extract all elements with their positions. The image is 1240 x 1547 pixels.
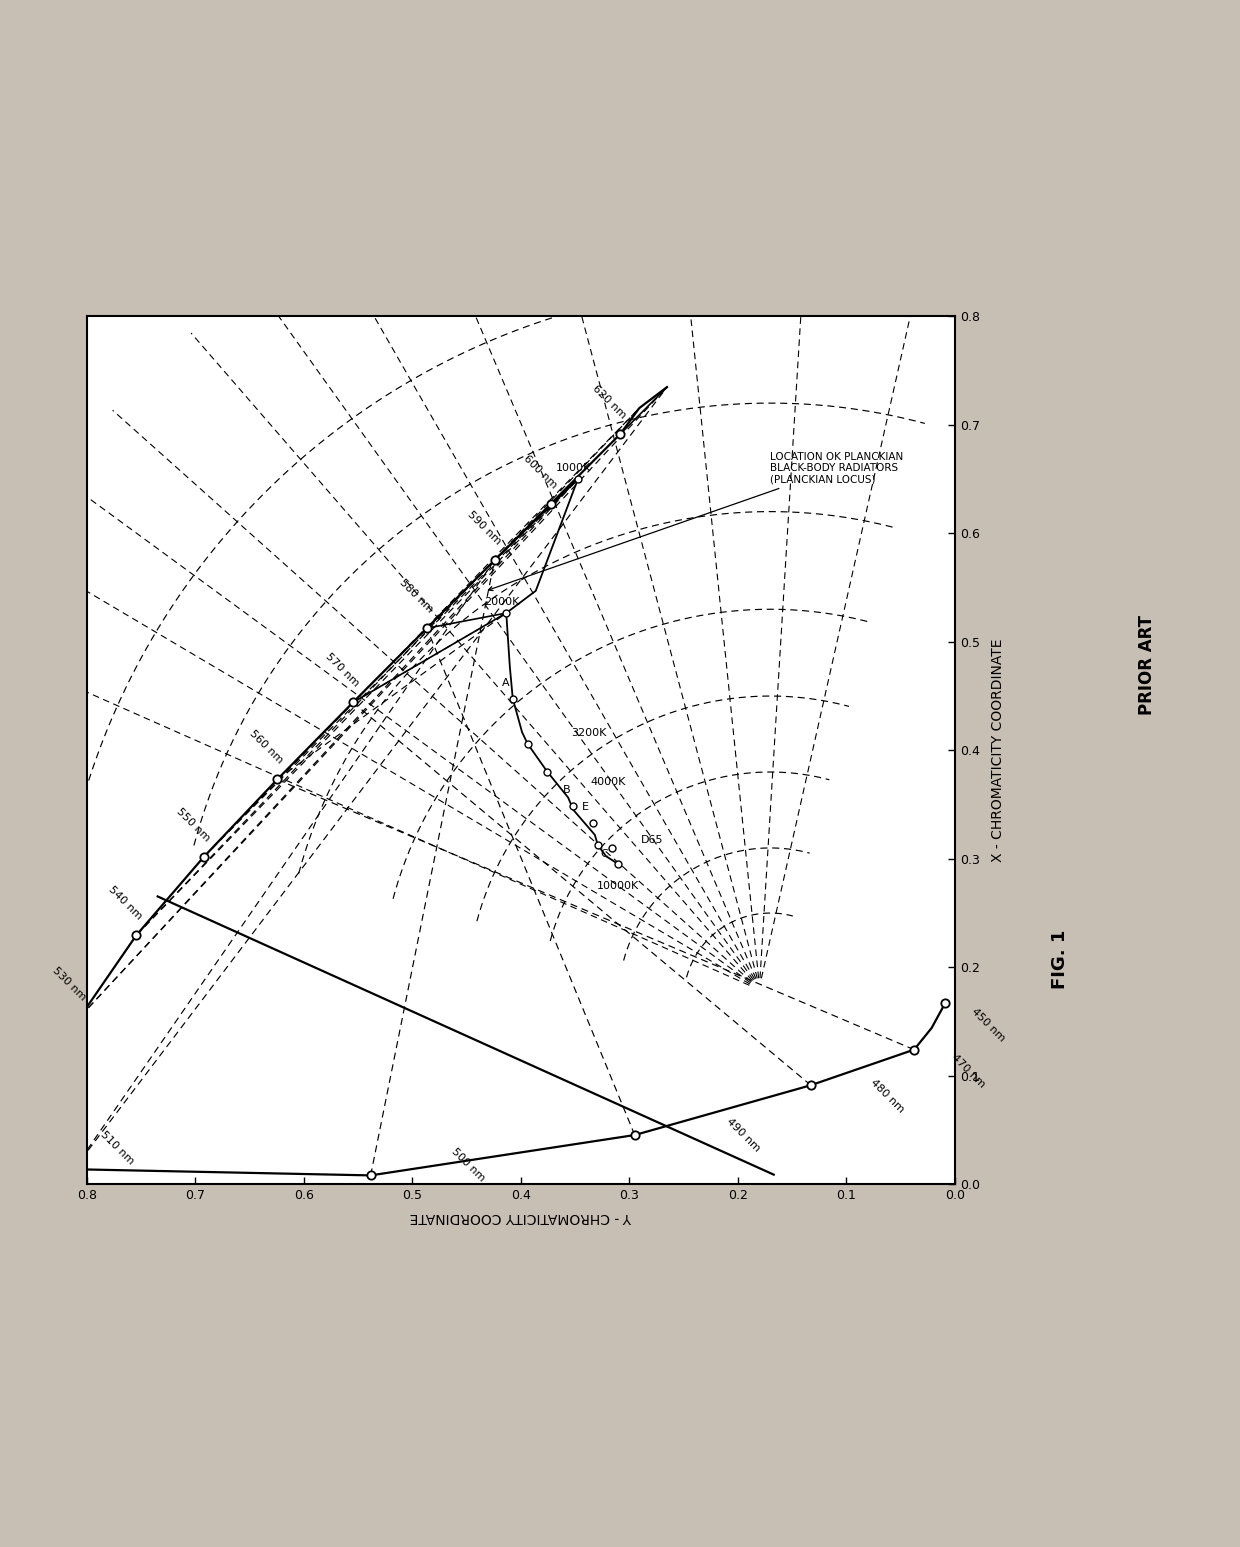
Text: LOCATION OK PLANCKIAN
BLACK-BODY RADIATORS
(PLANCKIAN LOCUS): LOCATION OK PLANCKIAN BLACK-BODY RADIATO… (489, 452, 904, 591)
Text: 560 nm: 560 nm (248, 729, 285, 766)
Text: 540 nm: 540 nm (107, 883, 144, 920)
Text: 10000K: 10000K (596, 880, 639, 891)
Text: 580 nm: 580 nm (397, 577, 434, 614)
Text: 2000K: 2000K (485, 597, 520, 606)
Text: A: A (502, 678, 510, 688)
Text: 480 nm: 480 nm (868, 1077, 905, 1115)
Text: B: B (563, 786, 570, 795)
Text: 570 nm: 570 nm (324, 651, 361, 688)
Text: PRIOR ART: PRIOR ART (1138, 616, 1156, 715)
Text: 620 nm: 620 nm (590, 382, 627, 421)
Text: 500 nm: 500 nm (450, 1146, 487, 1183)
Text: 510 nm: 510 nm (99, 1129, 135, 1166)
Text: 550 nm: 550 nm (175, 806, 211, 843)
Text: E: E (583, 801, 589, 812)
Text: 450 nm: 450 nm (970, 1006, 1007, 1044)
Text: 490 nm: 490 nm (724, 1117, 761, 1154)
Y-axis label: X - CHROMATICITY COORDINATE: X - CHROMATICITY COORDINATE (991, 639, 1004, 862)
Text: 590 nm: 590 nm (465, 509, 502, 546)
Text: 4000K: 4000K (590, 778, 626, 787)
Text: 600 nm: 600 nm (521, 453, 558, 490)
Text: 530 nm: 530 nm (51, 965, 88, 1002)
X-axis label: Y - CHROMATICITY COORDINATE: Y - CHROMATICITY COORDINATE (409, 1210, 632, 1225)
Text: D65: D65 (641, 835, 663, 845)
Text: 1000K: 1000K (557, 463, 591, 473)
Text: 3200K: 3200K (572, 729, 606, 738)
Text: FIG. 1: FIG. 1 (1052, 930, 1069, 989)
Text: C: C (601, 849, 609, 859)
Text: 470 nm: 470 nm (950, 1052, 987, 1091)
